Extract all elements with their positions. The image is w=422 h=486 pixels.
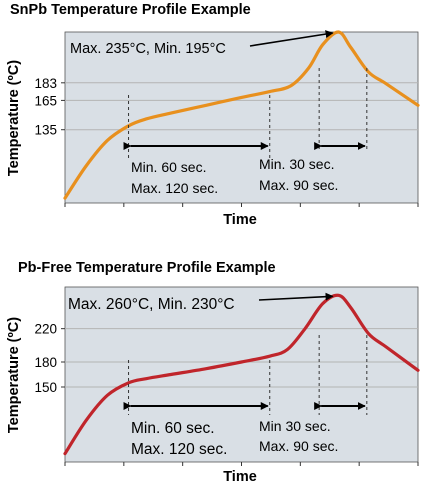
snpb-chart-title: SnPb Temperature Profile Example [10,2,251,18]
snpb-y-ticks: 135 165 183 [34,76,65,138]
snpb-reflow-max-label: Max. 90 sec. [259,177,338,193]
y-tick-label: 135 [34,123,57,138]
y-tick-label: 165 [34,93,57,108]
snpb-preheat-max-label: Max. 120 sec. [131,180,218,196]
pbfree-series-line [63,293,420,456]
pbfree-preheat-max-label: Max. 120 sec. [131,441,228,458]
y-tick-label: 150 [34,380,57,395]
pbfree-reflow-max-label: Max. 90 sec. [259,438,338,454]
snpb-reflow-min-label: Min. 30 sec. [259,156,334,172]
pbfree-reflow-min-label: Min 30 sec. [259,418,331,434]
pbfree-chart: Pb-Free Temperature Profile Example 1501… [6,260,420,485]
y-tick-label: 180 [34,355,57,370]
snpb-x-axis-label: Time [223,212,257,228]
peak-arrow [249,30,334,47]
snpb-preheat-min-label: Min. 60 sec. [131,159,206,175]
y-tick-label: 183 [34,76,57,91]
pbfree-preheat-min-label: Min. 60 sec. [131,420,215,437]
snpb-peak-annotation: Max. 235°C, Min. 195°C [70,41,226,57]
pbfree-x-axis-label: Time [223,469,257,485]
peak-arrow [258,292,334,301]
snpb-plot-area [64,31,419,204]
snpb-window-markers [123,30,368,160]
snpb-series-line [63,30,420,200]
snpb-chart: SnPb Temperature Profile Example 1351651… [6,2,420,228]
snpb-x-ticks [64,203,419,207]
pbfree-y-ticks: 150 180 220 [34,322,65,395]
y-tick-label: 220 [34,322,57,337]
pbfree-peak-annotation: Max. 260°C, Min. 230°C [68,296,235,313]
pbfree-y-axis-label: Temperature (ºC) [6,317,22,433]
snpb-y-axis-label: Temperature (ºC) [6,60,22,176]
pbfree-window-markers [123,292,368,415]
pbfree-x-ticks [64,462,419,466]
pbfree-plot-area [64,286,419,463]
pbfree-chart-title: Pb-Free Temperature Profile Example [18,260,276,276]
